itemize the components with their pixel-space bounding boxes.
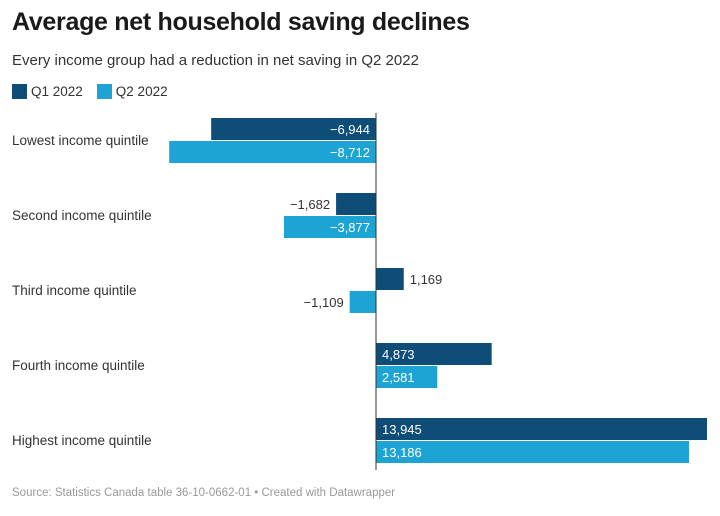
bar-q1 bbox=[376, 418, 707, 440]
bar-q1 bbox=[376, 268, 404, 290]
chart-subtitle: Every income group had a reduction in ne… bbox=[12, 52, 419, 69]
data-label: 1,169 bbox=[410, 272, 443, 287]
legend-item-q2: Q2 2022 bbox=[96, 84, 168, 99]
bar-q2 bbox=[283, 216, 376, 238]
legend: Q1 2022 Q2 2022 bbox=[12, 84, 168, 99]
data-label: 2,581 bbox=[382, 370, 415, 385]
category-label: Highest income quintile bbox=[12, 433, 152, 448]
data-label: −8,712 bbox=[330, 145, 370, 160]
bar-q2 bbox=[376, 366, 438, 388]
source-note: Source: Statistics Canada table 36-10-06… bbox=[12, 487, 396, 499]
bar-q1 bbox=[211, 118, 376, 140]
bar-q1 bbox=[336, 193, 376, 215]
legend-label-q2: Q2 2022 bbox=[115, 84, 168, 99]
legend-label-q1: Q1 2022 bbox=[31, 84, 83, 99]
data-label: −3,877 bbox=[330, 220, 370, 235]
data-label: −1,682 bbox=[290, 197, 330, 212]
category-label: Second income quintile bbox=[12, 208, 152, 223]
chart-title: Average net household saving declines bbox=[12, 8, 470, 36]
bar-q1 bbox=[376, 343, 492, 365]
data-label: 13,186 bbox=[382, 445, 422, 460]
data-label: 4,873 bbox=[382, 347, 415, 362]
bar-plot: Lowest income quintile −6,944 −8,712 Second… bbox=[12, 113, 707, 470]
legend-swatch-q2 bbox=[96, 84, 112, 99]
category-label: Third income quintile bbox=[12, 283, 137, 298]
legend-item-q1: Q1 2022 bbox=[12, 84, 83, 99]
data-label: −1,109 bbox=[304, 295, 344, 310]
data-label: 13,945 bbox=[382, 422, 422, 437]
bar-q2 bbox=[349, 291, 376, 313]
category-label: Lowest income quintile bbox=[12, 133, 149, 148]
legend-swatch-q1 bbox=[12, 84, 27, 99]
category-label: Fourth income quintile bbox=[12, 358, 145, 373]
bar-q2 bbox=[169, 141, 376, 163]
data-label: −6,944 bbox=[330, 122, 370, 137]
bar-q2 bbox=[376, 441, 689, 463]
